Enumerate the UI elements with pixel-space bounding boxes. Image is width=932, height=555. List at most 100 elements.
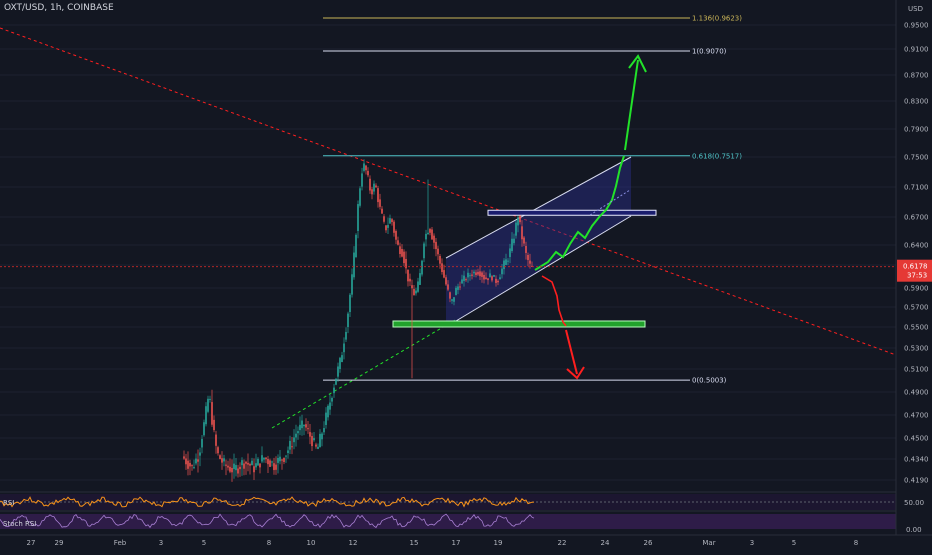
time-tick-label: 5 (792, 539, 796, 547)
candle-body (449, 292, 451, 299)
stoch-k-line (0, 513, 535, 529)
candle-body (505, 259, 507, 265)
candle-body (389, 218, 391, 224)
candle-body (187, 460, 189, 469)
time-tick-label: 5 (202, 539, 206, 547)
bearish-arrow-head (566, 366, 585, 380)
candle-body (331, 397, 333, 402)
candle-body (497, 280, 499, 283)
candle-body (409, 278, 411, 282)
candle-body (361, 173, 363, 187)
candle-body (383, 216, 385, 222)
descending-trendline (0, 27, 897, 356)
candle-body (393, 221, 395, 233)
fib-level-label: 1.136(0.9623) (692, 15, 742, 23)
candle-body (501, 268, 503, 275)
candle-body (425, 233, 427, 240)
price-tick-label: 0.5700 (904, 304, 929, 312)
candle-body (201, 438, 203, 448)
time-tick-label: 26 (644, 539, 653, 547)
candle-body (311, 436, 313, 447)
ascending-channel-fill (446, 157, 631, 327)
candle-body (237, 468, 239, 474)
candle-body (257, 458, 259, 466)
candle-body (405, 259, 407, 269)
time-tick-label: 8 (854, 539, 858, 547)
candle-body (525, 246, 527, 253)
candle-body (401, 249, 403, 257)
candle-body (225, 464, 227, 466)
price-tick-label: 0.8700 (904, 72, 929, 80)
candle-body (459, 286, 461, 288)
candle-body (295, 433, 297, 438)
time-tick-label: 24 (601, 539, 610, 547)
price-tick-label: 0.6400 (904, 242, 929, 250)
candle-body (369, 178, 371, 191)
candle-body (499, 277, 501, 280)
candle-body (315, 444, 317, 447)
currency-label: USD (908, 5, 923, 13)
candle-body (469, 275, 471, 277)
candle-body (357, 204, 359, 231)
candle-body (247, 462, 249, 465)
candle-body (387, 224, 389, 228)
candle-body (363, 163, 365, 171)
rsi-tick-label: 50.00 (904, 499, 924, 507)
candle-body (185, 458, 187, 465)
price-tick-label: 0.7500 (904, 154, 929, 162)
candle-body (381, 208, 383, 214)
candle-body (343, 343, 345, 353)
time-tick-label: 19 (494, 539, 503, 547)
candle-body (283, 457, 285, 463)
price-tick-label: 0.7100 (904, 184, 929, 192)
candle-body (441, 263, 443, 272)
candle-body (371, 189, 373, 195)
candle-body (327, 405, 329, 418)
candle-body (353, 252, 355, 278)
candle-body (395, 231, 397, 240)
candle-body (305, 424, 307, 428)
symbol-header[interactable]: OXT/USD, 1h, COINBASE (4, 3, 114, 13)
resistance-zone (487, 209, 657, 216)
price-tick-label: 0.5500 (904, 324, 929, 332)
time-tick-label: 17 (452, 539, 461, 547)
candle-body (319, 433, 321, 448)
candle-body (397, 240, 399, 245)
candle-body (313, 438, 315, 441)
rsi-label: RSI (3, 499, 14, 507)
price-tick-label: 0.5100 (904, 366, 929, 374)
candle-body (209, 398, 211, 400)
candle-body (309, 432, 311, 437)
candle-body (191, 465, 193, 467)
candle-body (493, 274, 495, 277)
stoch-tick-label: 0.00 (906, 526, 922, 534)
last-price-badge (897, 259, 932, 282)
candle-body (411, 285, 413, 289)
candle-body (367, 170, 369, 176)
candle-body (527, 255, 529, 260)
candle-body (517, 217, 519, 226)
candle-body (463, 275, 465, 281)
candle-body (223, 458, 225, 462)
candle-body (507, 260, 509, 262)
candle-body (333, 387, 335, 394)
candle-body (291, 446, 293, 448)
candle-body (249, 464, 251, 466)
time-tick-label: 29 (55, 539, 64, 547)
candle-body (421, 260, 423, 275)
candle-body (503, 260, 505, 270)
time-tick-label: 10 (307, 539, 316, 547)
candle-body (509, 248, 511, 257)
rsi-line (0, 496, 535, 508)
candle-body (457, 286, 459, 290)
candle-body (251, 460, 253, 466)
candle-body (241, 460, 243, 466)
price-tick-label: 0.7900 (904, 126, 929, 134)
fib-level-label: 0(0.5003) (692, 377, 727, 385)
candle-body (461, 279, 463, 284)
bullish-projection-path (534, 155, 625, 271)
candle-body (465, 279, 467, 281)
candle-body (207, 398, 209, 412)
